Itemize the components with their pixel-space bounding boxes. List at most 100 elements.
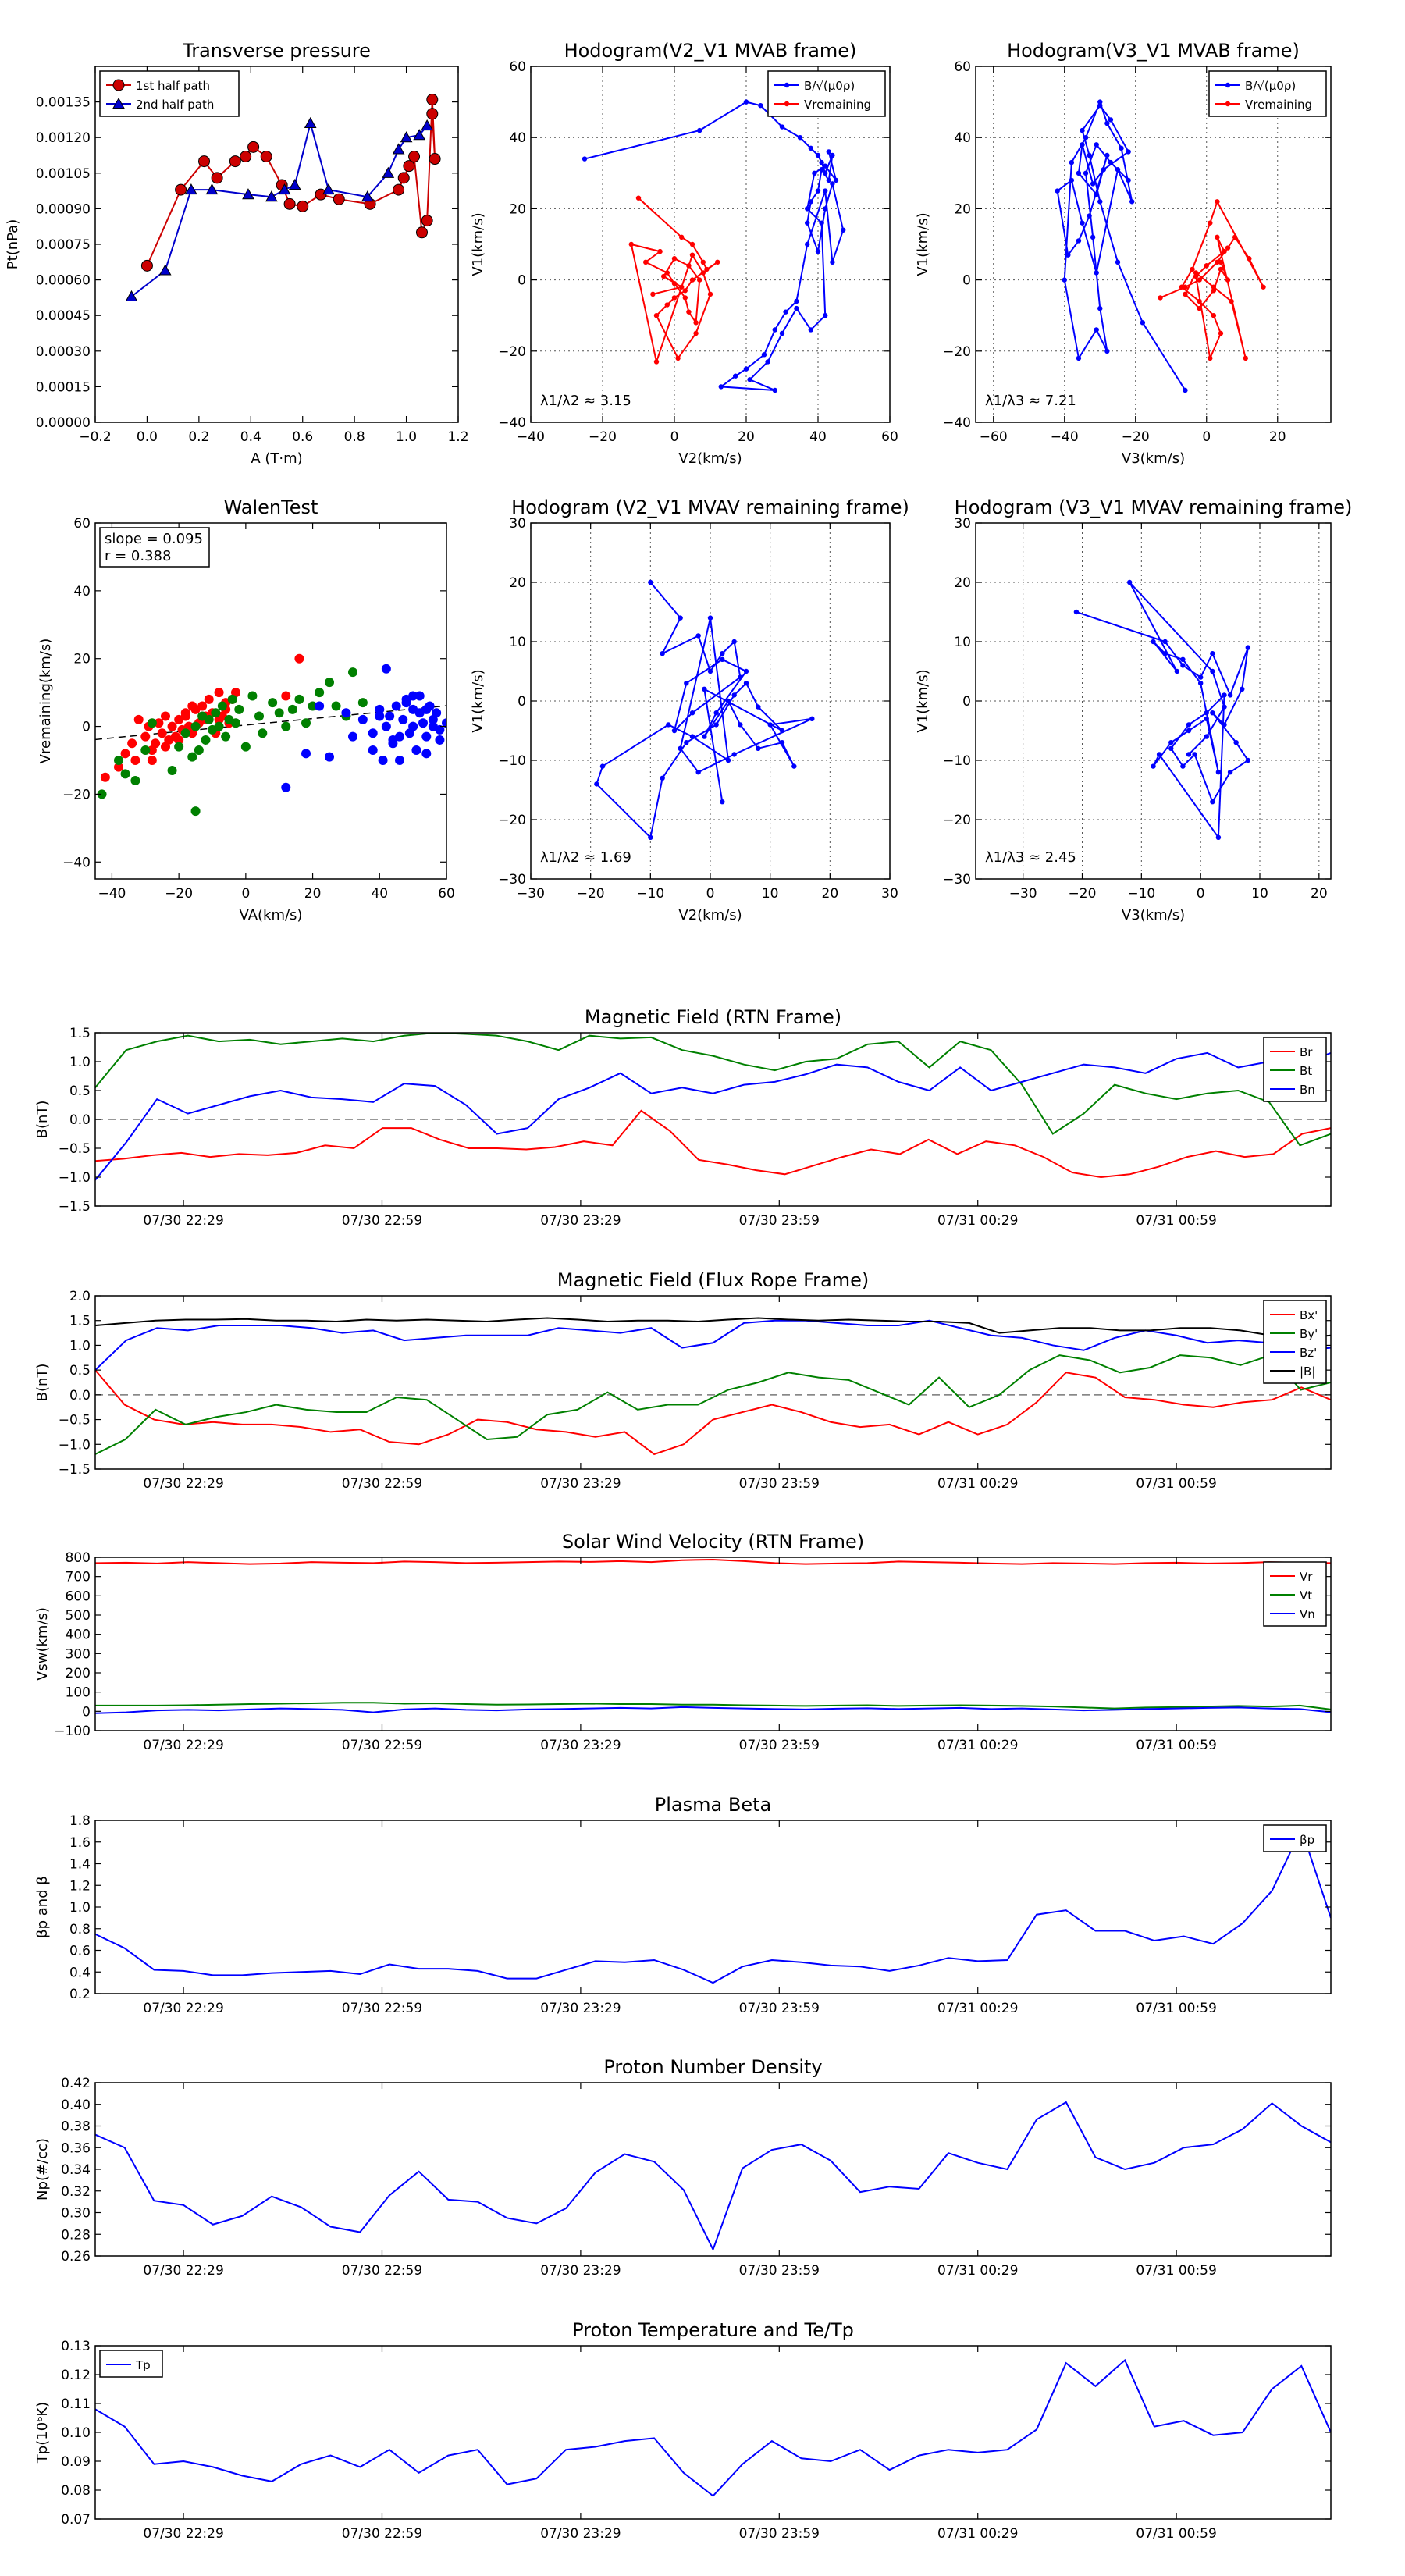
data-point-marker <box>240 151 252 163</box>
chart-h3: −30 −20 −10 0 10 20 30−30−20−100102030Hodogram… <box>470 496 909 923</box>
y-axis-label: Np(#/cc) <box>34 2138 51 2201</box>
x-tick-label: 40 <box>809 429 827 445</box>
x-tick-label: −40 <box>98 886 126 902</box>
data-point <box>808 327 814 333</box>
x-tick-label: 07/30 23:29 <box>540 1213 621 1229</box>
data-point <box>1097 99 1103 105</box>
data-point <box>812 170 817 176</box>
y-tick-label: −20 <box>943 813 971 828</box>
y-tick-label: 0.36 <box>61 2140 91 2156</box>
data-point <box>671 728 678 734</box>
x-tick-label: 10 <box>1251 886 1268 902</box>
data-point <box>767 722 773 728</box>
data-point-marker <box>357 714 368 724</box>
data-point <box>697 277 702 283</box>
data-point <box>808 145 814 151</box>
data-point-marker <box>301 749 311 759</box>
data-point <box>1215 199 1220 205</box>
data-point <box>1210 651 1215 656</box>
data-point <box>707 291 713 297</box>
data-point-marker <box>418 718 428 728</box>
y-tick-label: −1.0 <box>59 1437 91 1453</box>
data-point <box>1094 270 1099 276</box>
x-tick-label: 07/31 00:59 <box>1136 1738 1216 1753</box>
data-point <box>1192 752 1197 757</box>
data-point-marker <box>268 698 278 708</box>
legend-label: Vremaining <box>1245 98 1312 112</box>
data-point-marker <box>197 701 208 711</box>
data-point-marker <box>114 762 123 772</box>
data-point-marker <box>426 94 439 106</box>
plot-area <box>95 2101 1331 2252</box>
x-tick-label: −10 <box>636 886 664 902</box>
data-point-marker <box>288 178 301 190</box>
y-tick-label: 0.00105 <box>36 166 91 182</box>
y-tick-label: 1.6 <box>69 1835 91 1851</box>
data-point <box>815 152 821 158</box>
y-tick-label: 0.32 <box>61 2184 91 2200</box>
plot-area <box>95 653 446 817</box>
y-tick-label: 0.00015 <box>36 379 91 395</box>
data-point <box>1245 757 1251 763</box>
data-point-marker <box>120 749 130 759</box>
x-tick-label: 0 <box>670 429 679 445</box>
data-point <box>809 716 815 721</box>
data-point <box>702 686 707 692</box>
x-tick-label: −30 <box>517 886 545 902</box>
y-tick-label: 20 <box>73 652 91 667</box>
x-tick-label: −10 <box>1127 886 1155 902</box>
data-point <box>720 651 725 656</box>
data-point <box>1215 234 1220 240</box>
data-point-marker <box>242 188 254 200</box>
x-tick-label: 20 <box>738 429 755 445</box>
data-point-marker <box>180 711 190 721</box>
y-tick-label: 1.0 <box>69 1055 91 1070</box>
data-point <box>1247 256 1252 262</box>
data-point <box>1168 745 1174 751</box>
series-line <box>584 101 845 391</box>
series-bx- <box>95 1369 1331 1456</box>
y-tick-label: −40 <box>943 415 971 431</box>
data-point <box>1211 313 1217 318</box>
data-point-marker <box>322 183 335 195</box>
x-tick-label: 07/30 22:29 <box>143 2526 223 2542</box>
data-point <box>1210 710 1215 716</box>
data-point-marker <box>281 691 291 701</box>
data-point <box>1126 579 1133 585</box>
data-point-marker <box>194 745 204 755</box>
series-line <box>95 1706 1331 1714</box>
x-tick-label: 07/31 00:59 <box>1136 2526 1216 2542</box>
data-point <box>1108 117 1114 123</box>
data-point <box>704 266 710 272</box>
x-tick-label: 07/31 00:59 <box>1136 1476 1216 1492</box>
plot-area <box>1073 579 1251 841</box>
data-point <box>1087 152 1092 158</box>
y-tick-label: 0.11 <box>61 2396 91 2412</box>
series-2 <box>281 664 446 792</box>
series-2nd-half-path <box>125 116 433 301</box>
y-tick-label: 0.34 <box>61 2162 91 2178</box>
x-tick-label: −20 <box>1069 886 1097 902</box>
data-point-marker <box>130 776 140 786</box>
data-point-marker <box>265 190 278 202</box>
chart-h1: −40 −20 0 20 40 60 −40 −20 0 20 40 60 Hodogram(V2_V1… <box>470 40 898 467</box>
data-point <box>823 313 828 318</box>
data-point <box>1180 656 1186 662</box>
data-point <box>779 740 785 745</box>
series-line <box>95 1109 1331 1179</box>
x-tick-label: −40 <box>1051 429 1079 445</box>
data-point <box>628 241 634 247</box>
data-point <box>1101 167 1107 173</box>
y-axis-label: V1(km/s) <box>915 669 931 732</box>
data-point <box>666 722 671 728</box>
data-point-marker <box>205 183 219 195</box>
chart-title: Transverse pressure <box>182 40 371 62</box>
x-tick-label: 07/31 00:59 <box>1136 2263 1216 2279</box>
data-point <box>791 763 797 769</box>
x-axis-label: V2(km/s) <box>678 907 742 923</box>
data-point-marker <box>133 714 144 724</box>
data-point <box>1186 722 1192 728</box>
data-point <box>1225 277 1231 283</box>
data-point-marker <box>283 197 296 210</box>
data-point <box>743 668 749 674</box>
